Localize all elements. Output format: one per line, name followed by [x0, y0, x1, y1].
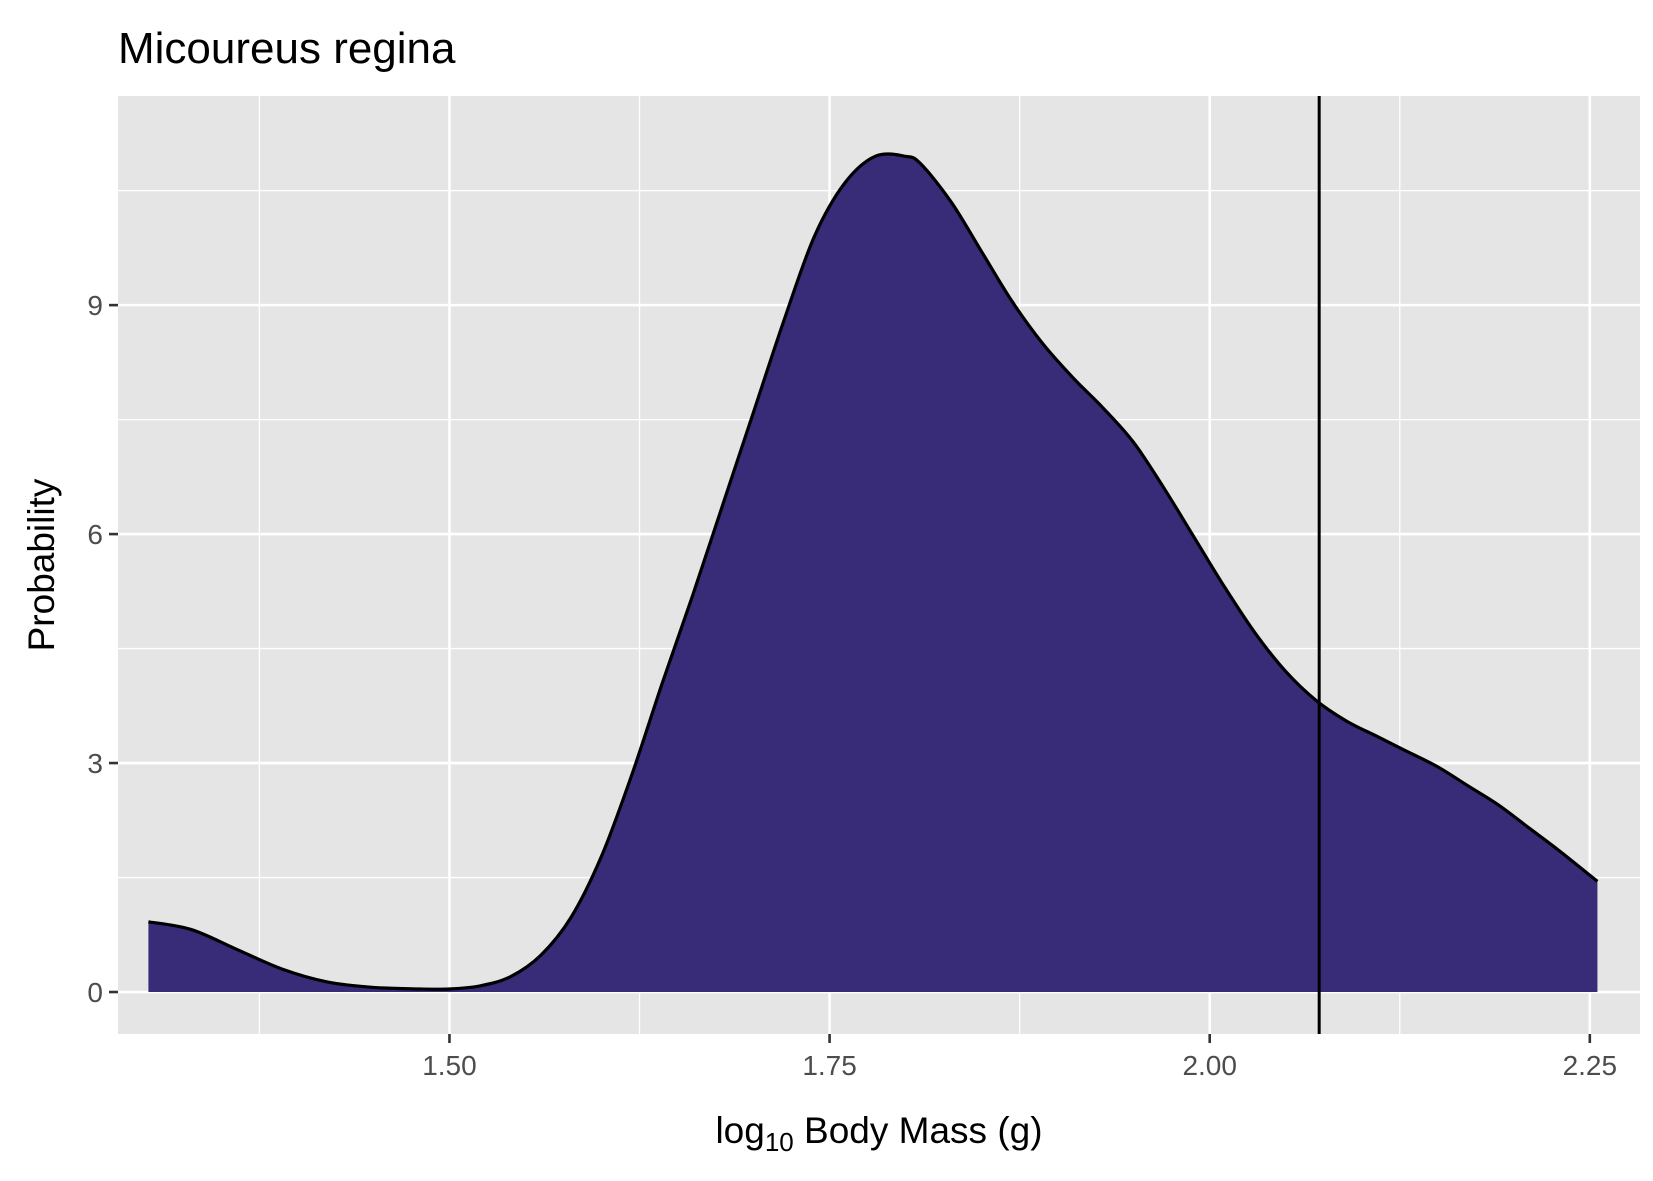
- y-tick-label: 6: [87, 519, 103, 550]
- density-series: [148, 152, 1599, 993]
- x-axis-title-subscript: 10: [765, 1127, 794, 1157]
- x-tick-label: 2.00: [1182, 1050, 1237, 1081]
- y-tick-label: 3: [87, 748, 103, 779]
- y-axis-title: Probability: [21, 478, 62, 651]
- x-tick-label: 1.50: [422, 1050, 477, 1081]
- chart-title: Micoureus regina: [118, 24, 456, 73]
- x-axis-title: log10 Body Mass (g): [715, 1110, 1042, 1157]
- x-axis-title-base: log: [715, 1110, 764, 1151]
- y-tick-label: 0: [87, 977, 103, 1008]
- x-axis: 1.50 1.75 2.00 2.25: [422, 1034, 1617, 1081]
- density-area: [148, 153, 1598, 993]
- x-tick-label: 2.25: [1563, 1050, 1618, 1081]
- x-tick-label: 1.75: [802, 1050, 857, 1081]
- y-axis: 0 3 6 9: [87, 290, 118, 1008]
- x-axis-title-rest: Body Mass (g): [794, 1110, 1043, 1151]
- y-tick-label: 9: [87, 290, 103, 321]
- density-outline: [148, 152, 1599, 991]
